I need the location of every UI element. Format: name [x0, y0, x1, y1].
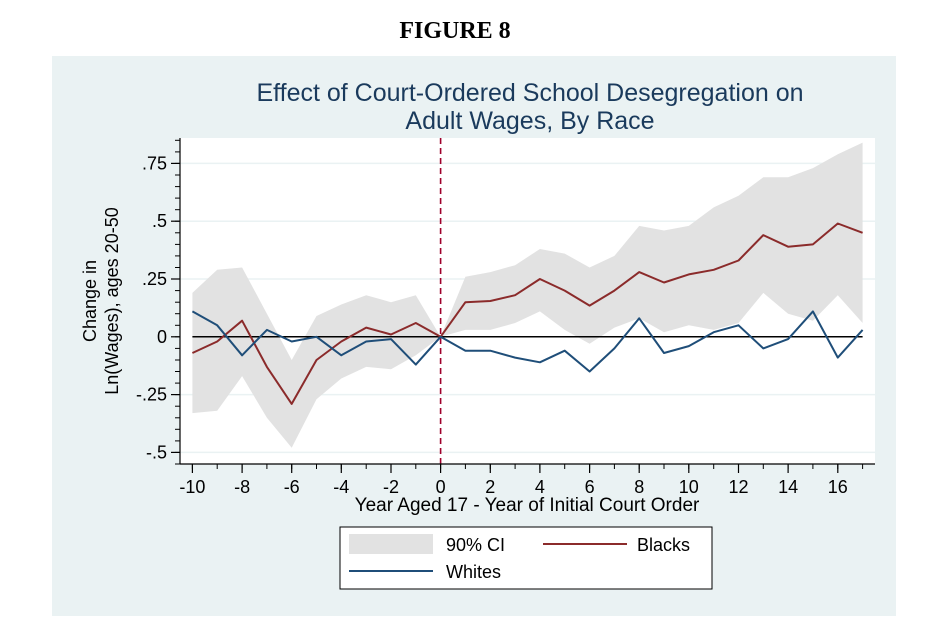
x-tick-label: 6 [585, 477, 595, 497]
series-line-whites [191, 310, 864, 373]
x-tick-label: -10 [179, 477, 205, 497]
x-tick-label: 16 [828, 477, 848, 497]
chart-title-line-2: Adult Wages, By Race [405, 107, 654, 135]
axes-layer: -.5 -.25 0 .25 .5 .75 -10 -8 -6 -4 -2 0 2 4 6 8 10 12 14 16 [136, 138, 875, 497]
ci-band [192, 142, 863, 448]
legend-ci-label: 90% CI [446, 535, 505, 555]
y-tick-label: .25 [142, 269, 167, 289]
x-tick-label: -4 [333, 477, 349, 497]
x-tick-label: 12 [728, 477, 748, 497]
chart-title-line-1: Effect of Court-Ordered School Desegrega… [256, 79, 803, 107]
x-tick-label: 10 [679, 477, 699, 497]
x-tick-label: 0 [436, 477, 446, 497]
y-tick-label: .5 [152, 211, 167, 231]
x-tick-label: 8 [634, 477, 644, 497]
x-tick-label: 2 [485, 477, 495, 497]
x-tick-label: 14 [778, 477, 798, 497]
y-tick-label: -.5 [146, 442, 167, 462]
figure-label: FIGURE 8 [399, 18, 511, 44]
series-line-blacks [191, 222, 863, 405]
y-axis-label-line-2: Ln(Wages), ages 20-50 [102, 207, 122, 394]
x-tick-label: 4 [535, 477, 545, 497]
x-tick-label: -2 [383, 477, 399, 497]
y-tick-label: 0 [157, 327, 167, 347]
y-axis-label-line-1: Change in [80, 260, 100, 342]
x-tick-label: -6 [284, 477, 300, 497]
x-tick-label: -8 [234, 477, 250, 497]
legend-ci-swatch [349, 534, 433, 554]
series-layer [191, 222, 864, 405]
legend: 90% CI Blacks Whites [339, 526, 713, 590]
legend-whites-label: Whites [446, 562, 501, 582]
x-axis-label: Year Aged 17 - Year of Initial Court Ord… [355, 495, 700, 516]
y-tick-label: -.25 [136, 385, 167, 405]
y-tick-label: .75 [142, 153, 167, 173]
legend-blacks-label: Blacks [637, 535, 690, 555]
